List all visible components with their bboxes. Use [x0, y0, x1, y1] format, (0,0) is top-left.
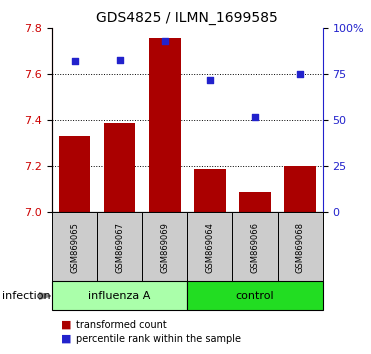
Bar: [149, 38, 181, 212]
Text: ■: ■: [61, 334, 72, 344]
Bar: [104, 123, 135, 212]
Bar: [239, 192, 271, 212]
Bar: [194, 169, 226, 212]
Text: transformed count: transformed count: [76, 320, 167, 330]
Bar: [187, 281, 323, 310]
Text: GSM869065: GSM869065: [70, 222, 79, 273]
Point: [297, 72, 303, 77]
Text: infection: infection: [2, 291, 50, 301]
Bar: [285, 166, 316, 212]
Bar: [278, 212, 323, 283]
Text: influenza A: influenza A: [88, 291, 151, 301]
Point: [207, 77, 213, 83]
Text: percentile rank within the sample: percentile rank within the sample: [76, 334, 241, 344]
Point: [162, 38, 168, 44]
Bar: [233, 212, 278, 283]
Bar: [52, 281, 187, 310]
Point: [72, 59, 78, 64]
Bar: [52, 212, 97, 283]
Text: ■: ■: [61, 320, 72, 330]
Bar: [187, 212, 233, 283]
Text: GSM869068: GSM869068: [296, 222, 305, 273]
Point: [117, 57, 123, 62]
Text: GSM869066: GSM869066: [250, 222, 260, 273]
Polygon shape: [39, 292, 51, 299]
Text: GSM869069: GSM869069: [160, 222, 169, 273]
Point: [252, 114, 258, 120]
Bar: [59, 137, 90, 212]
Bar: [97, 212, 142, 283]
Text: GSM869067: GSM869067: [115, 222, 124, 273]
Text: GSM869064: GSM869064: [206, 222, 214, 273]
Bar: [142, 212, 187, 283]
Title: GDS4825 / ILMN_1699585: GDS4825 / ILMN_1699585: [96, 11, 278, 24]
Text: control: control: [236, 291, 275, 301]
